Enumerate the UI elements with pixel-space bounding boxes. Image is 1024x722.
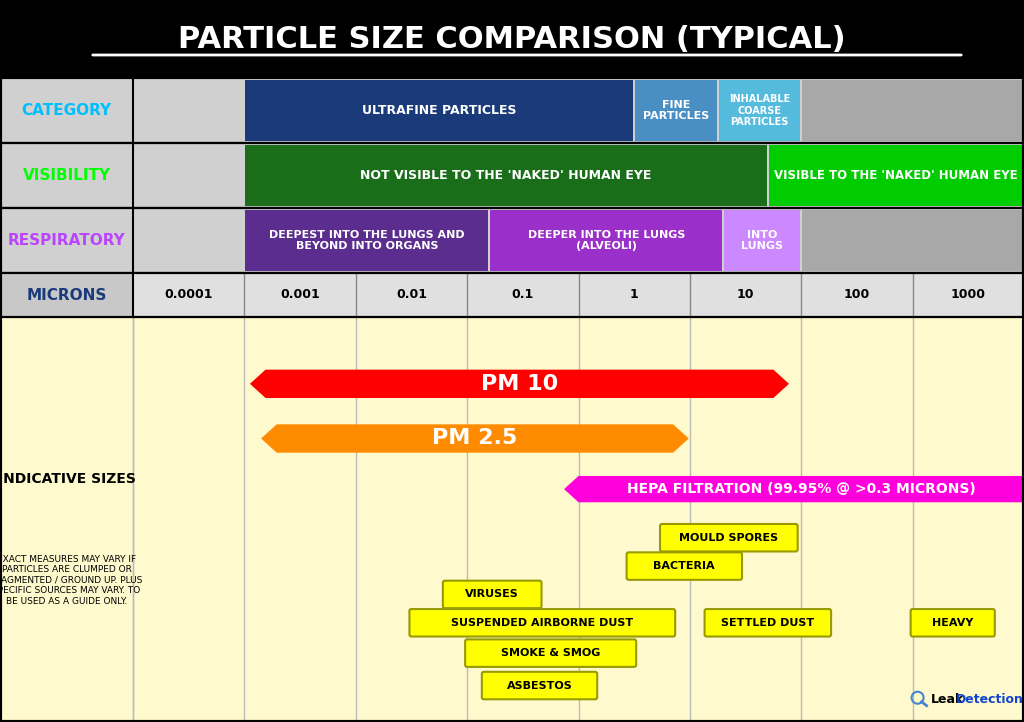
Text: Leak: Leak <box>931 693 964 706</box>
Bar <box>0 208 1024 273</box>
Text: 0.01: 0.01 <box>396 289 427 302</box>
Text: SUSPENDED AIRBORNE DUST: SUSPENDED AIRBORNE DUST <box>452 618 634 627</box>
Bar <box>0 78 1024 143</box>
Text: MOULD SPORES: MOULD SPORES <box>679 533 778 543</box>
Text: SETTLED DUST: SETTLED DUST <box>721 618 814 627</box>
Text: VIRUSES: VIRUSES <box>465 589 519 599</box>
Text: INTO
LUNGS: INTO LUNGS <box>741 230 783 251</box>
FancyBboxPatch shape <box>627 552 742 580</box>
Bar <box>246 145 767 206</box>
FancyBboxPatch shape <box>910 609 994 637</box>
Text: VISIBLE TO THE 'NAKED' HUMAN EYE: VISIBLE TO THE 'NAKED' HUMAN EYE <box>774 169 1018 182</box>
Polygon shape <box>564 476 1024 503</box>
Bar <box>0 78 1024 143</box>
Text: 1: 1 <box>630 289 639 302</box>
Text: PM 2.5: PM 2.5 <box>432 428 517 448</box>
Text: NOT VISIBLE TO THE 'NAKED' HUMAN EYE: NOT VISIBLE TO THE 'NAKED' HUMAN EYE <box>360 169 652 182</box>
Text: VISIBILITY: VISIBILITY <box>23 168 111 183</box>
FancyBboxPatch shape <box>410 609 675 637</box>
Text: DEEPEST INTO THE LUNGS AND
BEYOND INTO ORGANS: DEEPEST INTO THE LUNGS AND BEYOND INTO O… <box>269 230 465 251</box>
Bar <box>0 208 1024 273</box>
Bar <box>769 145 1023 206</box>
Text: BACTERIA: BACTERIA <box>653 561 715 571</box>
Bar <box>0 273 1024 317</box>
FancyBboxPatch shape <box>705 609 831 637</box>
Text: HEAVY: HEAVY <box>932 618 974 627</box>
Text: 0.1: 0.1 <box>512 289 534 302</box>
Polygon shape <box>250 370 790 398</box>
Text: PARTICLE SIZE COMPARISON (TYPICAL): PARTICLE SIZE COMPARISON (TYPICAL) <box>178 25 846 53</box>
Bar <box>802 210 1023 271</box>
Bar <box>0 0 1024 78</box>
Text: ASBESTOS: ASBESTOS <box>507 681 572 690</box>
Text: MICRONS: MICRONS <box>27 287 106 303</box>
Bar <box>246 210 488 271</box>
Bar <box>635 80 717 141</box>
Text: ULTRAFINE PARTICLES: ULTRAFINE PARTICLES <box>362 104 516 117</box>
Bar <box>0 273 1024 317</box>
Text: SMOKE & SMOG: SMOKE & SMOG <box>501 648 600 658</box>
Bar <box>490 210 722 271</box>
Bar <box>0 317 1024 722</box>
Bar <box>0 317 1024 722</box>
Bar <box>0 143 1024 208</box>
Text: Detection.co.uk: Detection.co.uk <box>955 693 1024 706</box>
Bar <box>802 80 1023 141</box>
Text: 0.0001: 0.0001 <box>165 289 213 302</box>
Text: 100: 100 <box>844 289 870 302</box>
Text: INDICATIVE SIZES: INDICATIVE SIZES <box>0 472 135 486</box>
Text: FINE
PARTICLES: FINE PARTICLES <box>643 100 709 121</box>
Text: DEEPER INTO THE LUNGS
(ALVEOLI): DEEPER INTO THE LUNGS (ALVEOLI) <box>527 230 685 251</box>
FancyBboxPatch shape <box>465 640 636 667</box>
Bar <box>0 143 1024 208</box>
Bar <box>246 80 633 141</box>
Bar <box>0 273 133 317</box>
Text: CATEGORY: CATEGORY <box>22 103 112 118</box>
FancyBboxPatch shape <box>660 524 798 552</box>
Text: HEPA FILTRATION (99.95% @ >0.3 MICRONS): HEPA FILTRATION (99.95% @ >0.3 MICRONS) <box>627 482 976 496</box>
Text: RESPIRATORY: RESPIRATORY <box>7 233 125 248</box>
Text: 1000: 1000 <box>951 289 986 302</box>
Bar <box>719 80 800 141</box>
Polygon shape <box>261 425 689 453</box>
Text: PM 10: PM 10 <box>481 374 558 393</box>
Bar <box>724 210 800 271</box>
Text: EXACT MEASURES MAY VARY IF
PARTICLES ARE CLUMPED OR
FRAGMENTED / GROUND UP. PLUS: EXACT MEASURES MAY VARY IF PARTICLES ARE… <box>0 555 142 606</box>
Text: 10: 10 <box>737 289 755 302</box>
FancyBboxPatch shape <box>482 671 597 700</box>
FancyBboxPatch shape <box>442 580 542 608</box>
Text: INHALABLE
COARSE
PARTICLES: INHALABLE COARSE PARTICLES <box>729 94 791 127</box>
Text: 0.001: 0.001 <box>281 289 319 302</box>
